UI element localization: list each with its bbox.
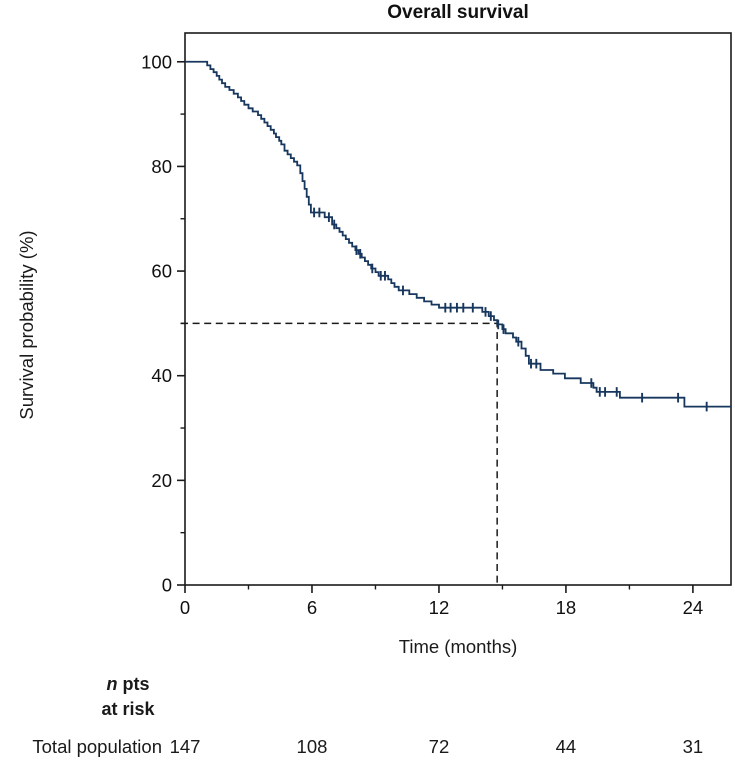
risk-table-header: n pts at risk bbox=[48, 672, 208, 722]
km-curve bbox=[185, 60, 731, 408]
y-tick-label: 100 bbox=[141, 51, 172, 72]
chart-title: Overall survival bbox=[387, 2, 529, 23]
y-tick-label: 60 bbox=[151, 261, 172, 282]
median-dashed-line bbox=[181, 322, 498, 585]
y-axis-title: Survival probability (%) bbox=[16, 230, 37, 420]
y-tick-label: 20 bbox=[151, 470, 172, 491]
risk-header-n: n bbox=[106, 674, 118, 694]
x-tick-label: 18 bbox=[556, 597, 577, 618]
y-tick-label: 40 bbox=[151, 365, 172, 386]
risk-count: 147 bbox=[169, 736, 201, 757]
risk-count: 44 bbox=[555, 736, 577, 757]
x-tick-label: 0 bbox=[180, 597, 190, 618]
y-tick-label: 0 bbox=[162, 575, 172, 596]
x-tick-label: 24 bbox=[683, 597, 704, 618]
risk-count: 31 bbox=[682, 736, 704, 757]
y-tick-label: 80 bbox=[151, 156, 172, 177]
x-tick-label: 6 bbox=[307, 597, 317, 618]
risk-header-line2: at risk bbox=[101, 699, 155, 719]
x-tick-label: 12 bbox=[429, 597, 450, 618]
risk-row-label: Total population bbox=[32, 736, 162, 757]
plot-border bbox=[184, 32, 732, 586]
risk-count: 72 bbox=[428, 736, 450, 757]
x-axis-title: Time (months) bbox=[398, 636, 518, 657]
risk-count: 108 bbox=[296, 736, 328, 757]
risk-header-pts: pts bbox=[122, 674, 150, 694]
risk-header-line1: n pts bbox=[48, 672, 208, 697]
